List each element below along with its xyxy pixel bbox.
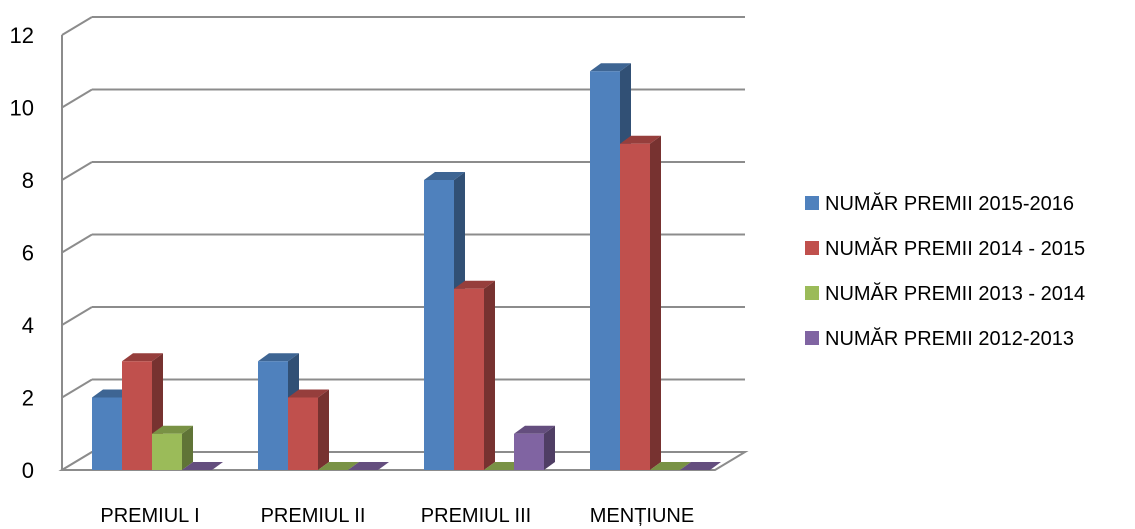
bar [122, 361, 152, 470]
y-tick-label: 12 [10, 23, 34, 48]
bar [590, 71, 620, 470]
bar-top [514, 425, 555, 434]
y-tick-label: 2 [22, 386, 34, 411]
bar-top [348, 462, 389, 470]
bar-top [454, 280, 495, 289]
legend-swatch [805, 286, 819, 300]
bar-side [182, 425, 193, 470]
legend-swatch [805, 241, 819, 255]
bar-top [590, 63, 631, 72]
bar [620, 143, 650, 470]
bar [258, 361, 288, 470]
y-tick-label: 0 [22, 458, 34, 483]
bar [92, 397, 122, 470]
x-tick-label: PREMIUL I [100, 505, 199, 527]
legend-label: NUMĂR PREMII 2012-2013 [825, 327, 1074, 350]
y-tick-label: 4 [22, 313, 34, 338]
x-tick-label: MENȚIUNE [590, 505, 694, 527]
legend-swatch [805, 331, 819, 345]
bar-top [424, 172, 465, 180]
bar-top [258, 353, 299, 362]
bar-side [318, 389, 329, 470]
bar-top [182, 462, 223, 470]
bar-side [484, 280, 495, 470]
bar-top [152, 425, 193, 434]
gridline-depth [61, 306, 93, 326]
bar-top [122, 353, 163, 362]
x-tick-label: PREMIUL II [261, 505, 366, 527]
bar [514, 433, 544, 470]
gridline-depth [61, 88, 93, 109]
legend-label: NUMĂR PREMII 2015-2016 [825, 192, 1074, 215]
legend-label: NUMĂR PREMII 2013 - 2014 [825, 282, 1085, 305]
gridline-depth [61, 16, 93, 36]
bar [152, 433, 182, 470]
legend-label: NUMĂR PREMII 2014 - 2015 [825, 237, 1085, 260]
gridline-depth [61, 378, 93, 399]
bar [454, 288, 484, 470]
y-tick-label: 10 [10, 96, 34, 121]
gridline-depth [61, 161, 93, 181]
x-tick-label: PREMIUL III [421, 505, 531, 527]
y-tick-label: 8 [22, 168, 34, 193]
bar-side [650, 135, 661, 470]
y-tick-label: 6 [22, 241, 34, 266]
bar-top [288, 389, 329, 398]
bar-side [544, 425, 555, 470]
legend-swatch [805, 196, 819, 210]
bar-top [650, 462, 691, 470]
bar-top [318, 462, 359, 470]
bar [424, 180, 454, 470]
bar-top [620, 135, 661, 144]
bar [288, 397, 318, 470]
gridline-depth [61, 233, 93, 254]
bar-top [680, 462, 721, 470]
